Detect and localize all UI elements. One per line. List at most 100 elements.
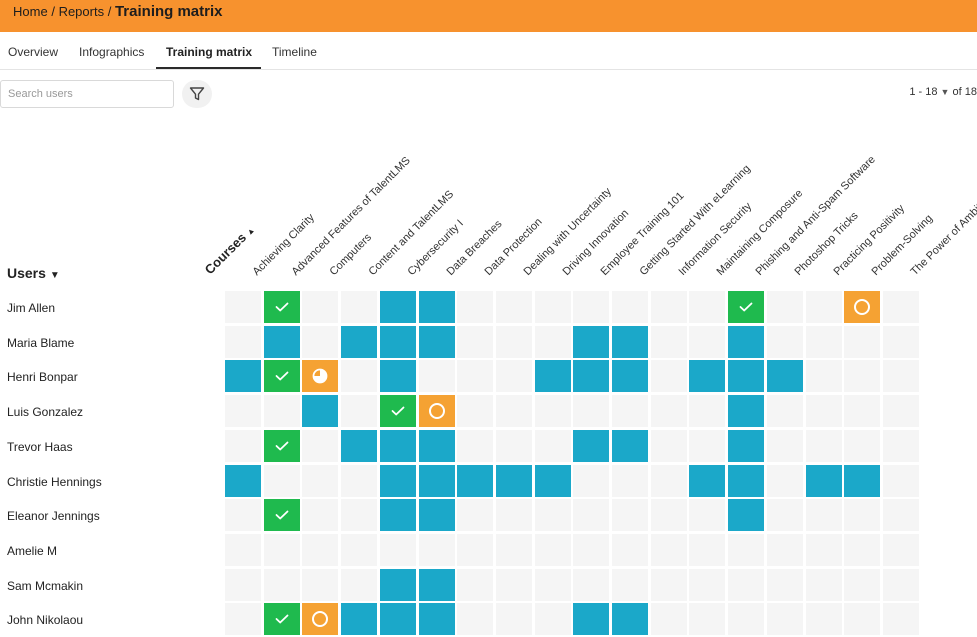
breadcrumb-home[interactable]: Home	[13, 4, 48, 19]
enrolled-cell[interactable]	[573, 603, 610, 636]
enrolled-cell[interactable]	[302, 395, 339, 428]
empty-cell	[805, 291, 842, 323]
course-header-driving-innovation[interactable]: Driving Innovation	[560, 207, 631, 278]
enrolled-cell[interactable]	[341, 603, 378, 636]
enrolled-cell[interactable]	[612, 429, 648, 462]
enrolled-cell[interactable]	[379, 464, 416, 497]
completed-cell[interactable]	[263, 499, 300, 532]
enrolled-cell[interactable]	[225, 360, 261, 393]
empty-cell	[573, 499, 610, 532]
user-row-label[interactable]: Trevor Haas	[7, 439, 73, 454]
enrolled-cell[interactable]	[495, 464, 532, 497]
not-started-cell[interactable]	[418, 395, 455, 428]
tab-timeline[interactable]: Timeline	[272, 45, 317, 59]
completed-cell[interactable]	[263, 291, 300, 323]
enrolled-cell[interactable]	[612, 603, 648, 636]
enrolled-cell[interactable]	[534, 360, 571, 393]
search-input[interactable]	[0, 80, 174, 108]
enrolled-cell[interactable]	[379, 291, 416, 323]
enrolled-cell[interactable]	[418, 568, 455, 601]
completed-cell[interactable]	[263, 603, 300, 636]
course-header-practicing-positivity[interactable]: Practicing Positivity	[831, 202, 907, 278]
user-row-label[interactable]: Eleanor Jennings	[7, 509, 100, 524]
filter-button[interactable]	[182, 80, 212, 108]
enrolled-cell[interactable]	[728, 429, 765, 462]
enrolled-cell[interactable]	[418, 291, 455, 323]
tab-infographics[interactable]: Infographics	[79, 45, 145, 59]
user-row-label[interactable]: Sam Mcmakin	[7, 578, 84, 593]
enrolled-cell[interactable]	[341, 325, 378, 358]
enrolled-cell[interactable]	[379, 603, 416, 636]
enrolled-cell[interactable]	[379, 499, 416, 532]
empty-cell	[805, 325, 842, 358]
courses-header-label: Courses	[201, 229, 250, 278]
courses-sort-header[interactable]: Courses ▲	[201, 223, 258, 278]
enrolled-cell[interactable]	[766, 360, 803, 393]
user-row-label[interactable]: John Nikolaou	[7, 613, 84, 628]
empty-cell	[882, 568, 919, 601]
breadcrumb-reports[interactable]: Reports	[58, 4, 105, 19]
enrolled-cell[interactable]	[573, 429, 610, 462]
empty-cell	[689, 568, 726, 601]
completed-cell[interactable]	[728, 291, 765, 323]
enrolled-cell[interactable]	[728, 360, 765, 393]
in-progress-cell[interactable]	[302, 360, 339, 393]
not-started-circle-icon	[854, 299, 871, 315]
enrolled-cell[interactable]	[728, 395, 765, 428]
enrolled-cell[interactable]	[379, 325, 416, 358]
enrolled-cell[interactable]	[689, 464, 726, 497]
empty-cell	[495, 360, 532, 393]
enrolled-cell[interactable]	[728, 325, 765, 358]
empty-cell	[650, 499, 687, 532]
enrolled-cell[interactable]	[379, 360, 416, 393]
enrolled-cell[interactable]	[263, 325, 300, 358]
enrolled-cell[interactable]	[341, 429, 378, 462]
enrolled-cell[interactable]	[418, 429, 455, 462]
course-header-information-security[interactable]: Information Security	[676, 200, 754, 278]
completed-cell[interactable]	[263, 360, 300, 393]
enrolled-cell[interactable]	[573, 325, 610, 358]
user-row-label[interactable]: Luis Gonzalez	[7, 405, 84, 420]
empty-cell	[302, 533, 339, 566]
enrolled-cell[interactable]	[379, 429, 416, 462]
user-row-label[interactable]: Amelie M	[7, 543, 58, 558]
enrolled-cell[interactable]	[728, 499, 765, 532]
completed-cell[interactable]	[379, 395, 416, 428]
users-header-label: Users	[7, 265, 46, 281]
progress-pie-icon	[312, 368, 328, 384]
caret-down-icon[interactable]: ▼	[940, 87, 950, 97]
enrolled-cell[interactable]	[689, 360, 726, 393]
tab-training-matrix[interactable]: Training matrix	[166, 45, 253, 59]
enrolled-cell[interactable]	[612, 360, 648, 393]
enrolled-cell[interactable]	[728, 464, 765, 497]
enrolled-cell[interactable]	[805, 464, 842, 497]
empty-cell	[882, 603, 919, 636]
pager-range[interactable]: 1 - 18	[909, 86, 938, 98]
user-row-label[interactable]: Christie Hennings	[7, 474, 102, 489]
enrolled-cell[interactable]	[612, 325, 648, 358]
not-started-cell[interactable]	[302, 603, 339, 636]
enrolled-cell[interactable]	[573, 360, 610, 393]
tab-overview[interactable]: Overview	[8, 45, 59, 59]
empty-cell	[766, 499, 803, 532]
enrolled-cell[interactable]	[534, 464, 571, 497]
enrolled-cell[interactable]	[379, 568, 416, 601]
empty-cell	[341, 464, 378, 497]
empty-cell	[805, 429, 842, 462]
enrolled-cell[interactable]	[844, 464, 881, 497]
pagination[interactable]: 1 - 18 ▼ of 18	[909, 86, 977, 98]
empty-cell	[534, 568, 571, 601]
enrolled-cell[interactable]	[418, 325, 455, 358]
enrolled-cell[interactable]	[418, 603, 455, 636]
not-started-cell[interactable]	[844, 291, 881, 323]
enrolled-cell[interactable]	[418, 464, 455, 497]
user-row-label[interactable]: Henri Bonpar	[7, 370, 78, 385]
enrolled-cell[interactable]	[457, 464, 494, 497]
user-row-label[interactable]: Maria Blame	[7, 335, 75, 350]
user-row-label[interactable]: Jim Allen	[7, 301, 56, 315]
empty-cell	[882, 291, 919, 323]
enrolled-cell[interactable]	[418, 499, 455, 532]
users-sort-header[interactable]: Users ▼	[7, 265, 60, 281]
enrolled-cell[interactable]	[225, 464, 261, 497]
completed-cell[interactable]	[263, 429, 300, 462]
